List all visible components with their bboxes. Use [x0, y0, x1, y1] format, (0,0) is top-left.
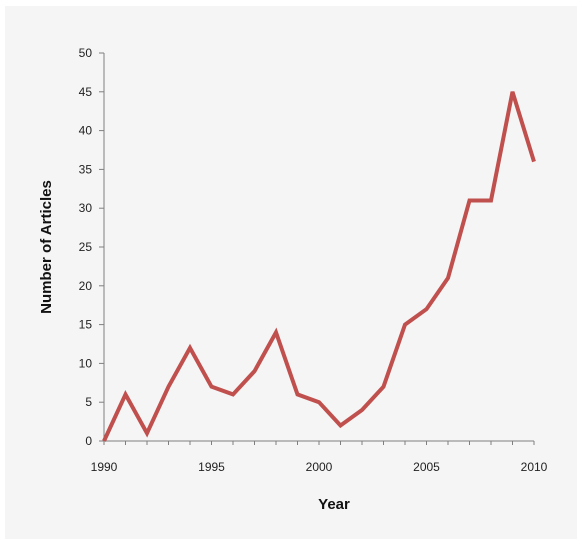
- y-axis-title: Number of Articles: [38, 180, 55, 314]
- series-line: [102, 91, 536, 442]
- x-axis-title: Year: [318, 496, 350, 513]
- y-tick-label: 30: [79, 201, 93, 215]
- series-layer: [102, 91, 536, 442]
- x-tick-label: 1995: [198, 460, 225, 474]
- y-tick-label: 10: [79, 356, 93, 370]
- y-tick-label: 15: [79, 318, 93, 332]
- y-tick-label: 50: [79, 46, 93, 60]
- x-tick-label: 2010: [521, 460, 548, 474]
- y-tick-label: 0: [85, 434, 92, 448]
- x-axis-ticks: 1990 1995 2000 2005 2010: [91, 441, 548, 474]
- y-axis-ticks: 0 5 10 15 20 25 30 35 40 45 50: [79, 46, 104, 448]
- y-tick-label: 25: [79, 240, 93, 254]
- y-tick-label: 5: [85, 395, 92, 409]
- plot-area: 0 5 10 15 20 25 30 35 40 45 50 1990 1995 2000 2005 201…: [79, 46, 548, 474]
- chart-background: [5, 6, 577, 539]
- y-tick-label: 35: [79, 162, 93, 176]
- y-tick-label: 45: [79, 85, 93, 99]
- y-tick-label: 20: [79, 279, 93, 293]
- x-tick-label: 1990: [91, 460, 118, 474]
- x-tick-label: 2005: [413, 460, 440, 474]
- y-tick-label: 40: [79, 124, 93, 138]
- x-tick-label: 2000: [306, 460, 333, 474]
